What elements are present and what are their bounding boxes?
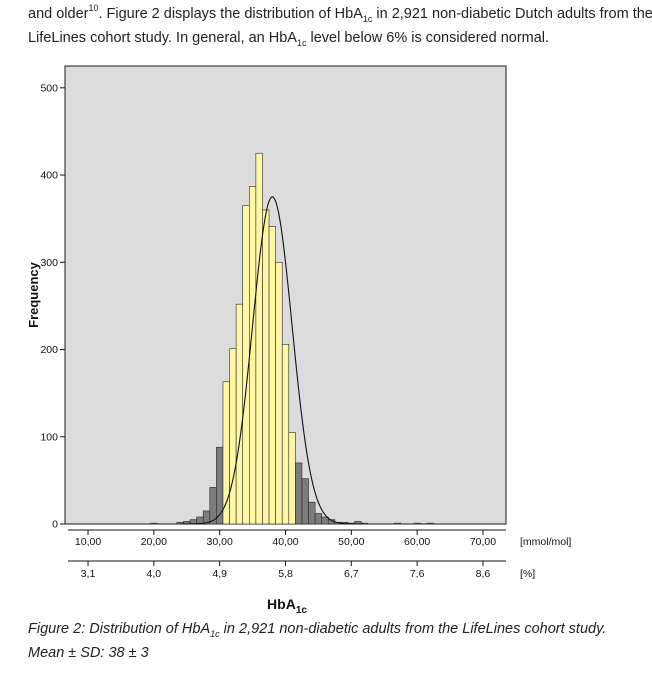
histogram-bar: [288, 432, 296, 525]
percent-unit-label: [%]: [520, 568, 535, 580]
normal-curve: [180, 196, 364, 525]
percent-tick-label: 7,6: [410, 568, 425, 580]
y-tick-label: 300: [40, 257, 58, 269]
histogram-bar: [235, 303, 244, 525]
histogram-bar: [308, 501, 316, 525]
histogram-bar: [393, 522, 401, 525]
mmol-tick-label: 20,00: [141, 536, 167, 548]
figure-caption: Figure 2: Distribution of HbA1c in 2,921…: [28, 617, 648, 665]
histogram-bar: [262, 209, 270, 525]
histogram-bar: [295, 462, 303, 525]
mmol-tick-label: 10,00: [75, 536, 101, 548]
histogram-bar: [268, 226, 276, 525]
body-paragraph: and older10. Figure 2 displays the distr…: [28, 2, 652, 50]
histogram-bar: [281, 343, 290, 525]
mmol-tick-label: 60,00: [404, 536, 430, 548]
percent-tick-label: 6,7: [344, 568, 359, 580]
mmol-tick-label: 30,00: [207, 536, 233, 548]
y-tick-label: 200: [40, 344, 58, 356]
x-axis-label: HbA1c: [267, 596, 307, 616]
mmol-tick-label: 40,00: [272, 536, 298, 548]
histogram-bar: [216, 446, 224, 525]
histogram-bar: [275, 261, 283, 525]
y-tick-label: 100: [40, 431, 58, 443]
percent-tick-label: 8,6: [476, 568, 491, 580]
percent-tick-label: 4,9: [212, 568, 227, 580]
histogram-bar: [150, 522, 158, 525]
reference-superscript: 10: [88, 3, 99, 13]
mmol-tick-label: 50,00: [338, 536, 364, 548]
histogram-bar: [314, 513, 323, 525]
caption-line-1: Figure 2: Distribution of HbA1c in 2,921…: [28, 621, 607, 639]
histogram-bar: [426, 522, 434, 525]
histogram-bar: [413, 522, 421, 525]
mmol-tick-label: 70,00: [470, 536, 496, 548]
percent-tick-label: 3,1: [81, 568, 96, 580]
histogram-bar: [248, 186, 257, 525]
histogram-bar: [255, 152, 263, 525]
y-tick-label: 400: [40, 170, 58, 182]
caption-line-2: Mean ± SD: 38 ± 3: [28, 645, 149, 661]
y-tick-label: 500: [40, 82, 58, 94]
y-tick-label: 0: [52, 519, 58, 531]
histogram-bar: [301, 478, 309, 525]
mmol-unit-label: [mmol/mol]: [520, 536, 571, 548]
paragraph-line-1: and older10. Figure 2 displays the distr…: [28, 3, 652, 24]
histogram-bar: [321, 516, 329, 525]
percent-tick-label: 4,0: [147, 568, 162, 580]
paragraph-line-2: LifeLines cohort study. In general, an H…: [28, 30, 550, 48]
histogram-bar: [229, 348, 237, 525]
percent-tick-label: 5,8: [278, 568, 293, 580]
y-axis-label: Frequency: [26, 261, 41, 328]
